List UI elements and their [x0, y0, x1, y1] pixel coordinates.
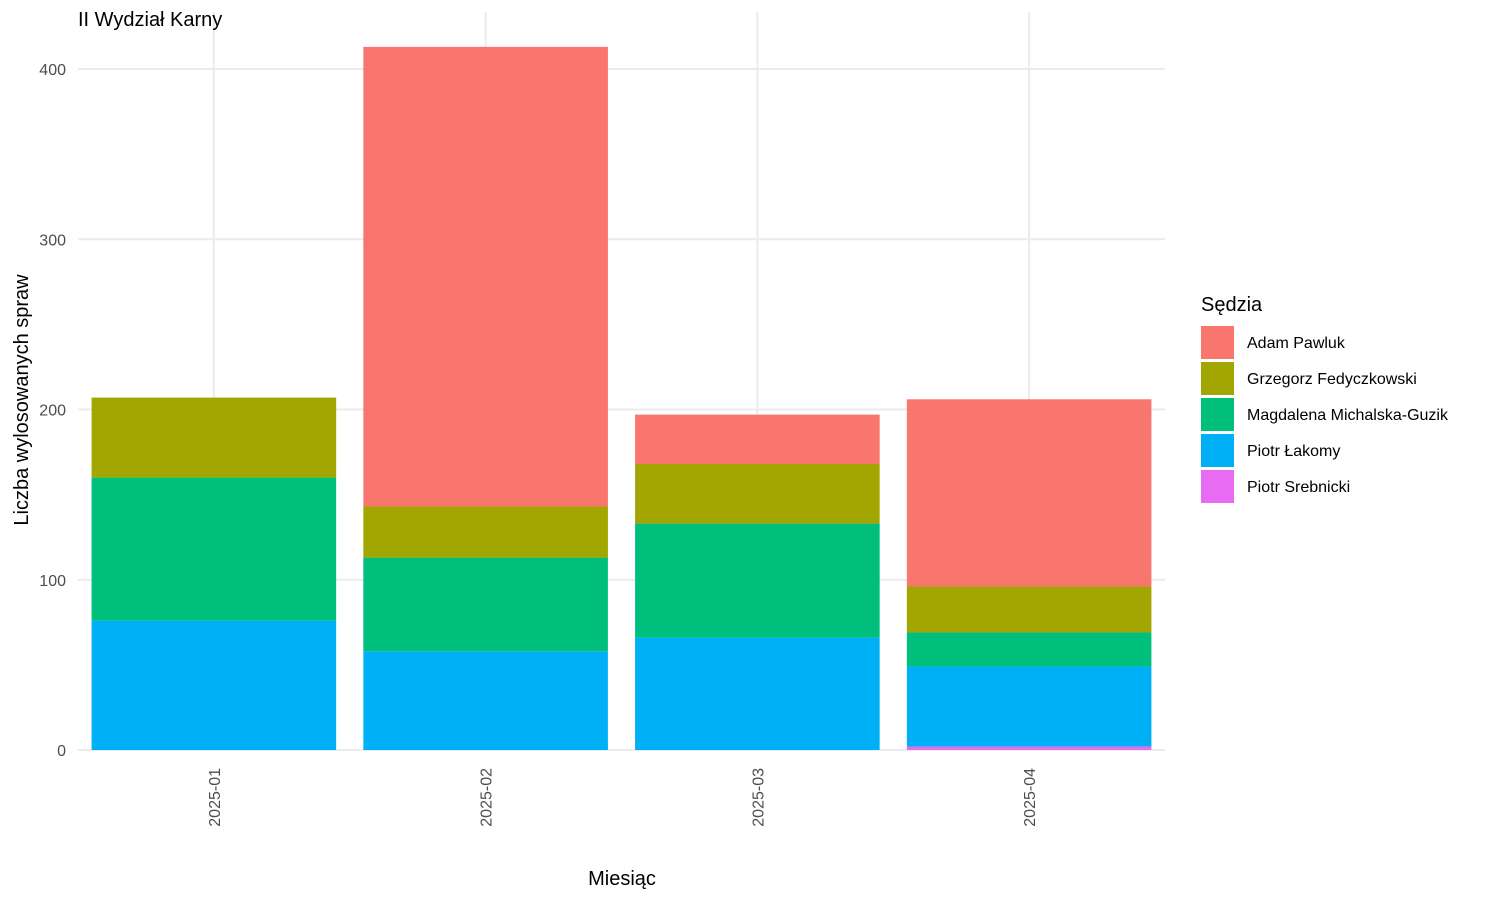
- bar-segment: [635, 637, 880, 750]
- legend-swatch: [1201, 434, 1234, 467]
- bar-segment: [906, 746, 1152, 750]
- x-tick-label: 2025-04: [1022, 768, 1039, 827]
- bars: [91, 46, 1152, 750]
- bar-segment: [363, 46, 608, 507]
- x-axis-title: Miesiąc: [588, 868, 656, 890]
- bar-segment: [906, 632, 1152, 667]
- x-tick-label: 2025-03: [750, 768, 767, 827]
- y-tick-label: 200: [39, 403, 66, 420]
- y-tick-label: 400: [39, 62, 66, 79]
- legend-label: Piotr Srebnicki: [1247, 479, 1350, 496]
- legend-swatch: [1201, 398, 1234, 431]
- x-tick-label: 2025-01: [207, 768, 224, 827]
- legend-title: Sędzia: [1201, 294, 1263, 316]
- legend-items: Adam Pawluk Grzegorz Fedyczkowski Magdalen…: [1201, 326, 1449, 503]
- legend-swatch: [1201, 362, 1234, 395]
- y-axis-title: Liczba wylosowanych spraw: [11, 274, 33, 526]
- x-axis-ticks: 2025-01 2025-02 2025-03 2025-04: [207, 768, 1039, 827]
- bar-segment: [906, 666, 1152, 747]
- bar-segment: [906, 586, 1152, 633]
- bar-segment: [635, 523, 880, 638]
- legend-label: Grzegorz Fedyczkowski: [1247, 371, 1417, 388]
- legend-label: Adam Pawluk: [1247, 335, 1346, 352]
- x-tick-label: 2025-02: [479, 768, 496, 827]
- y-axis-ticks: 0 100 200 300 400: [39, 62, 66, 760]
- legend-swatch: [1201, 326, 1234, 359]
- bar-segment: [635, 463, 880, 524]
- bar-segment: [635, 414, 880, 464]
- bar-segment: [363, 557, 608, 652]
- legend-swatch: [1201, 470, 1234, 503]
- y-tick-label: 300: [39, 232, 66, 249]
- y-tick-label: 100: [39, 573, 66, 590]
- bar-segment: [363, 506, 608, 558]
- y-tick-label: 0: [57, 743, 66, 760]
- bar-segment: [91, 620, 337, 750]
- bar-segment: [91, 477, 337, 621]
- legend: Sędzia Adam Pawluk Grzegorz Fedyczkowski M…: [1201, 294, 1449, 503]
- legend-label: Piotr Łakomy: [1247, 443, 1340, 460]
- legend-label: Magdalena Michalska-Guzik: [1247, 407, 1449, 424]
- bar-segment: [363, 651, 608, 750]
- chart-title: II Wydział Karny: [78, 9, 222, 31]
- bar-segment: [91, 397, 337, 478]
- bar-segment: [906, 399, 1152, 587]
